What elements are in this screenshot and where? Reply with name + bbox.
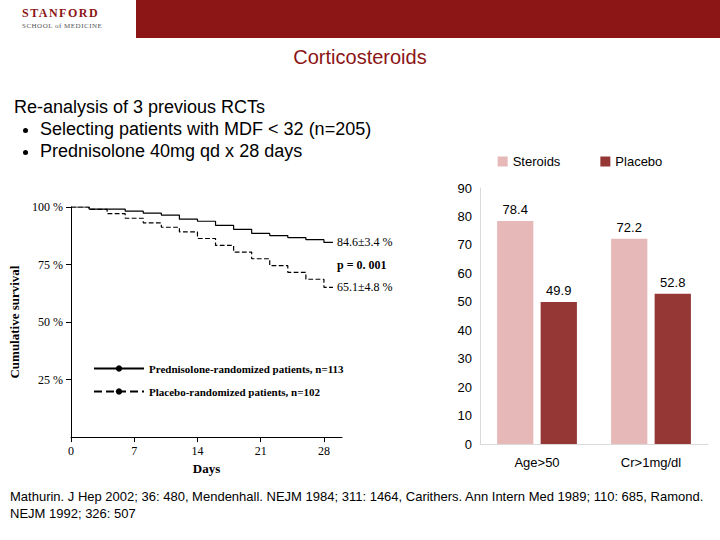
svg-text:100 %: 100 %	[32, 200, 63, 214]
svg-text:84.6±3.4 %: 84.6±3.4 %	[337, 235, 393, 249]
svg-text:Cumulative survival: Cumulative survival	[7, 265, 22, 378]
svg-text:49.9: 49.9	[546, 283, 571, 298]
svg-text:21: 21	[255, 444, 267, 458]
html-text:Selecting patients with MDF <: Selecting patients with MDF < 32 (n=205)	[40, 119, 372, 139]
svg-text:28: 28	[318, 444, 330, 458]
svg-text:14: 14	[191, 444, 203, 458]
svg-text:90: 90	[458, 181, 472, 196]
svg-text:60: 60	[458, 266, 472, 281]
svg-text:20: 20	[458, 380, 472, 395]
svg-text:Prednisolone-randomized patien: Prednisolone-randomized patients, n=113	[149, 363, 344, 375]
svg-text:Cr>1mg/dl: Cr>1mg/dl	[621, 455, 681, 470]
html-text:STANFORD: STANFORD	[22, 6, 100, 20]
svg-text:0: 0	[68, 444, 74, 458]
svg-text:10: 10	[458, 408, 472, 423]
html-text:Prednisolone 40mg qd x 28 days: Prednisolone 40mg qd x 28 days	[40, 141, 303, 161]
svg-text:78.4: 78.4	[503, 202, 528, 217]
svg-text:75 %: 75 %	[38, 258, 63, 272]
svg-text:50 %: 50 %	[38, 315, 63, 329]
svg-text:65.1±4.8 %: 65.1±4.8 %	[337, 280, 393, 294]
svg-text:Steroids: Steroids	[513, 154, 561, 169]
svg-text:30: 30	[458, 351, 472, 366]
svg-text:25 %: 25 %	[38, 373, 63, 387]
html-text:Corticosteroids: Corticosteroids	[293, 46, 427, 68]
html-text:SCHOOL of MEDICINE: SCHOOL of MEDICINE	[22, 22, 103, 30]
svg-text:70: 70	[458, 237, 472, 252]
svg-text:0: 0	[465, 437, 472, 452]
html-text:Re-analysis of 3 previous RCTs: Re-analysis of 3 previous RCTs	[14, 97, 266, 117]
svg-text:p = 0. 001: p = 0. 001	[337, 258, 387, 272]
svg-text:Age>50: Age>50	[514, 455, 559, 470]
svg-text:50: 50	[458, 294, 472, 309]
svg-text:52.8: 52.8	[660, 275, 685, 290]
html-text:Mathurin. J Hep 2002; 36: 480,: Mathurin. J Hep 2002; 36: 480, Mendenhal…	[10, 489, 704, 521]
svg-text:Placebo: Placebo	[615, 154, 662, 169]
svg-text:72.2: 72.2	[617, 220, 642, 235]
svg-text:Days: Days	[193, 461, 220, 476]
svg-text:Placebo-randomized patients, n: Placebo-randomized patients, n=102	[149, 386, 320, 398]
svg-text:40: 40	[458, 323, 472, 338]
svg-text:7: 7	[131, 444, 137, 458]
svg-text:80: 80	[458, 209, 472, 224]
